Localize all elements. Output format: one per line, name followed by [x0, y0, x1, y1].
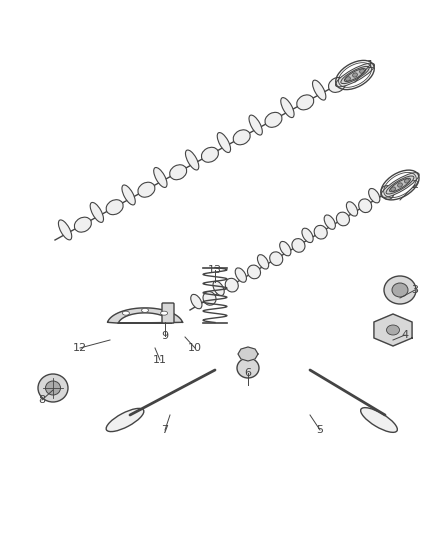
- Ellipse shape: [384, 276, 416, 304]
- Ellipse shape: [138, 182, 155, 197]
- Ellipse shape: [391, 187, 396, 191]
- Ellipse shape: [381, 185, 394, 199]
- Ellipse shape: [191, 294, 202, 309]
- Polygon shape: [238, 347, 258, 361]
- Text: 8: 8: [39, 395, 46, 405]
- Ellipse shape: [38, 374, 68, 402]
- Ellipse shape: [346, 201, 357, 216]
- Ellipse shape: [185, 150, 199, 170]
- Ellipse shape: [313, 80, 326, 100]
- Ellipse shape: [154, 167, 167, 188]
- Ellipse shape: [265, 112, 282, 127]
- Ellipse shape: [389, 178, 410, 192]
- Ellipse shape: [280, 241, 291, 256]
- Text: 3: 3: [411, 285, 418, 295]
- Ellipse shape: [281, 98, 294, 118]
- Ellipse shape: [141, 309, 148, 312]
- Ellipse shape: [292, 239, 305, 252]
- Text: 1: 1: [367, 60, 374, 70]
- Polygon shape: [374, 314, 412, 346]
- Ellipse shape: [58, 220, 72, 240]
- Ellipse shape: [314, 225, 327, 239]
- Ellipse shape: [74, 217, 92, 232]
- Ellipse shape: [353, 73, 357, 77]
- Ellipse shape: [235, 268, 247, 282]
- Text: 11: 11: [153, 355, 167, 365]
- Ellipse shape: [336, 63, 374, 87]
- Ellipse shape: [360, 69, 364, 73]
- Ellipse shape: [392, 283, 408, 297]
- Ellipse shape: [247, 265, 261, 279]
- Polygon shape: [107, 308, 183, 323]
- Ellipse shape: [122, 185, 135, 205]
- Ellipse shape: [324, 215, 336, 229]
- Text: 12: 12: [73, 343, 87, 353]
- Ellipse shape: [217, 133, 230, 152]
- Ellipse shape: [381, 173, 419, 197]
- Text: 7: 7: [162, 425, 169, 435]
- Text: 5: 5: [317, 425, 324, 435]
- Ellipse shape: [336, 212, 350, 226]
- Ellipse shape: [161, 311, 168, 315]
- Ellipse shape: [170, 165, 187, 180]
- Ellipse shape: [106, 408, 144, 432]
- Ellipse shape: [122, 311, 129, 315]
- Ellipse shape: [270, 252, 283, 265]
- Text: 13: 13: [208, 265, 222, 275]
- Ellipse shape: [359, 199, 372, 213]
- Ellipse shape: [386, 325, 399, 335]
- Ellipse shape: [360, 408, 397, 432]
- Ellipse shape: [249, 115, 262, 135]
- Ellipse shape: [46, 381, 60, 395]
- Ellipse shape: [369, 189, 380, 203]
- Ellipse shape: [106, 200, 123, 215]
- Ellipse shape: [90, 203, 103, 222]
- Text: 9: 9: [162, 331, 169, 341]
- Ellipse shape: [386, 176, 414, 194]
- Text: 2: 2: [411, 180, 419, 190]
- Ellipse shape: [297, 95, 314, 110]
- Ellipse shape: [302, 228, 313, 243]
- Ellipse shape: [258, 255, 268, 269]
- Text: 4: 4: [402, 330, 409, 340]
- Text: 6: 6: [244, 368, 251, 378]
- Ellipse shape: [225, 278, 238, 292]
- FancyBboxPatch shape: [162, 303, 174, 323]
- Ellipse shape: [398, 183, 403, 187]
- Ellipse shape: [213, 281, 224, 295]
- Ellipse shape: [328, 77, 346, 92]
- Ellipse shape: [346, 77, 350, 81]
- Ellipse shape: [201, 147, 219, 162]
- Ellipse shape: [237, 358, 259, 378]
- Ellipse shape: [233, 130, 250, 145]
- Ellipse shape: [405, 179, 409, 183]
- Text: 10: 10: [188, 343, 202, 353]
- Ellipse shape: [341, 67, 369, 84]
- Ellipse shape: [203, 292, 216, 305]
- Ellipse shape: [344, 69, 366, 82]
